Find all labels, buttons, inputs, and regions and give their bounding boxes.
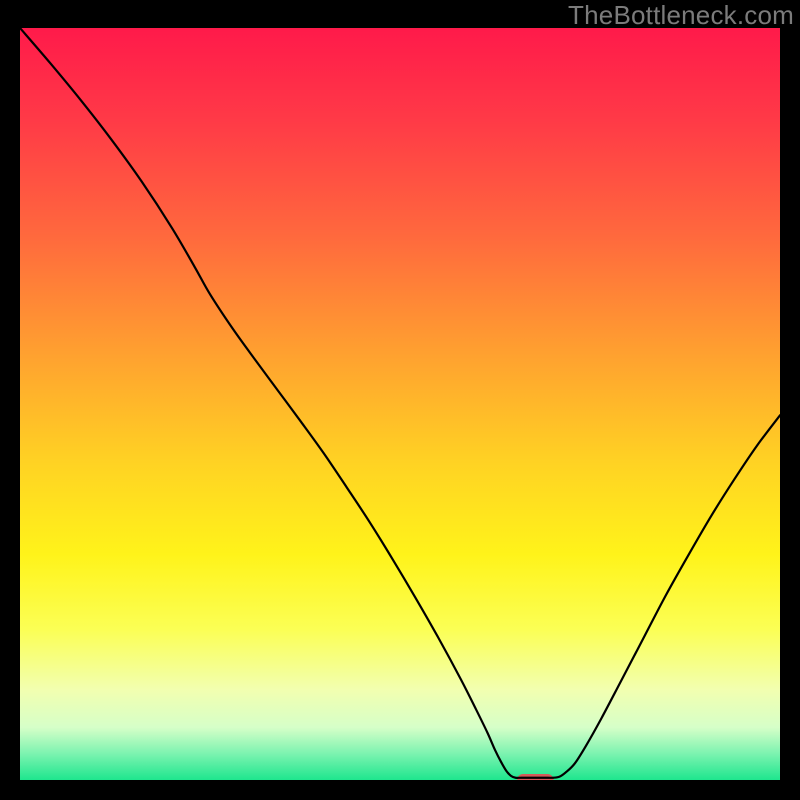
chart-border-top [0,0,800,28]
chart-border-bottom [0,780,800,800]
chart-border-right [780,0,800,800]
chart-container: TheBottleneck.com [0,0,800,800]
gradient-background [20,28,780,780]
chart-border-left [0,0,20,800]
bottleneck-chart [0,0,800,800]
